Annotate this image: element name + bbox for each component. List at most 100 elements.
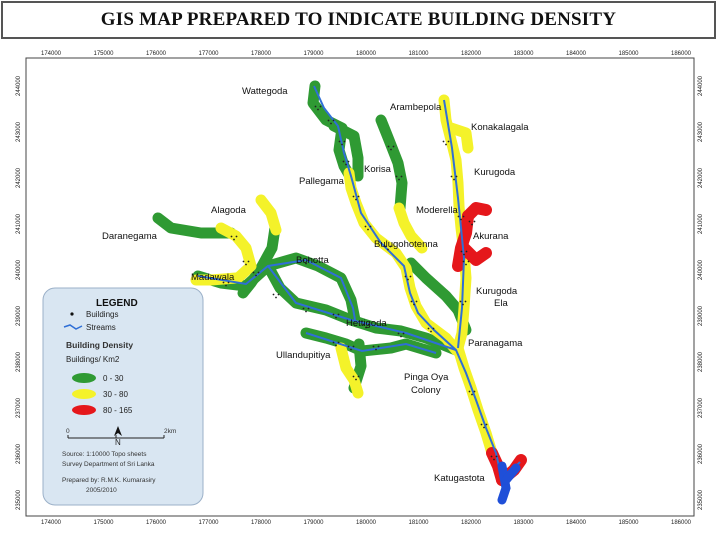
building-dot (235, 235, 238, 238)
corridor-wattegoda-east (328, 120, 364, 182)
right-tick-label: 238000 (698, 351, 704, 372)
building-dot (222, 281, 225, 284)
building-dot (442, 140, 445, 143)
label-pinga-oya: Pinga Oya (404, 372, 449, 383)
building-dot (390, 148, 392, 151)
building-dot (275, 296, 277, 299)
label-korisa: Korisa (364, 164, 392, 175)
bottom-tick-label: 177000 (198, 520, 219, 526)
bottom-tick-label: 186000 (671, 520, 692, 526)
scale-end: 2km (164, 428, 176, 435)
building-dot (450, 175, 453, 178)
building-points (222, 105, 498, 461)
building-dot (317, 108, 319, 111)
legend-buildings-label: Buildings (86, 310, 118, 319)
building-dot (365, 326, 367, 329)
corridor-bulugohotenna-east (405, 257, 464, 316)
building-dot (343, 140, 346, 143)
right-tick-label: 235000 (698, 489, 704, 510)
label-bulugohotenna: Bulugohotenna (374, 239, 439, 250)
corridor-alagoda (215, 222, 257, 284)
katugastota-water (497, 461, 521, 505)
map-frame: 174000 175000 176000 177000 178000 179000 1800… (6, 48, 714, 528)
building-dot (242, 260, 245, 263)
building-dot (400, 175, 403, 178)
bottom-tick-label: 176000 (146, 520, 167, 526)
building-dot (389, 245, 392, 248)
building-dot (398, 178, 400, 181)
label-madawala: Madawala (191, 272, 235, 283)
building-dot (384, 245, 387, 248)
north-arrow-icon (114, 426, 122, 436)
building-dot (367, 323, 370, 326)
building-dot (455, 175, 458, 178)
building-dot (402, 332, 405, 335)
building-dot (468, 390, 471, 393)
building-dot (327, 119, 330, 122)
label-moderella: Moderella (416, 205, 458, 216)
legend-streams-label: Streams (86, 323, 116, 332)
building-dot (460, 250, 463, 253)
top-tick-label: 185000 (618, 51, 639, 57)
building-dot (413, 303, 415, 306)
building-dot (462, 303, 464, 306)
building-dot (453, 178, 455, 181)
corridor-daranegama (152, 212, 237, 239)
building-dot (230, 235, 233, 238)
left-tick-label: 236000 (16, 443, 22, 464)
stream-symbol (63, 324, 83, 330)
building-dot (307, 307, 310, 310)
left-tick-label: 244000 (16, 75, 22, 96)
building-dot (485, 423, 488, 426)
corridor-arambepola-spur (445, 122, 474, 154)
building-dot (233, 238, 235, 241)
legend-class-low: 0 - 30 (103, 374, 124, 383)
top-tick-label: 186000 (671, 51, 692, 57)
building-dot (495, 455, 498, 458)
top-tick-label: 181000 (408, 51, 429, 57)
building-dot (257, 271, 260, 274)
building-dot (247, 260, 250, 263)
right-tick-label: 240000 (698, 259, 704, 280)
building-dot (305, 310, 307, 313)
building-dot (400, 335, 402, 338)
place-labels: Wattegoda Arambepola Konakalagala Palleg… (102, 86, 529, 484)
building-symbol (70, 312, 74, 316)
legend-title: LEGEND (96, 298, 138, 309)
building-dot (369, 225, 372, 228)
building-dot (462, 260, 465, 263)
bottom-tick-label: 183000 (513, 520, 534, 526)
right-tick-label: 239000 (698, 305, 704, 326)
top-tick-label: 177000 (198, 51, 219, 57)
left-tick-label: 242000 (16, 167, 22, 188)
building-dot (225, 284, 227, 287)
building-dot (341, 143, 343, 146)
building-dot (357, 195, 360, 198)
building-dot (471, 223, 473, 226)
building-dot (430, 330, 432, 333)
map-canvas[interactable]: 174000 175000 176000 177000 178000 179000 1800… (6, 48, 714, 528)
bottom-tick-label: 179000 (303, 520, 324, 526)
building-dot (332, 341, 335, 344)
building-dot (427, 327, 430, 330)
building-dot (407, 278, 409, 281)
top-axis-ticks: 174000 175000 176000 177000 178000 179000 1800… (41, 51, 692, 57)
building-dot (337, 313, 340, 316)
building-dot (307, 259, 310, 262)
building-dot (272, 293, 275, 296)
building-dot (338, 140, 341, 143)
building-dot (314, 105, 317, 108)
label-kurugoda: Kurugoda (474, 167, 516, 178)
label-hettigoda: Hettigoda (346, 318, 387, 329)
bottom-tick-label: 174000 (41, 520, 62, 526)
right-tick-label: 243000 (698, 121, 704, 142)
building-dot (335, 344, 337, 347)
legend-class-medium: 30 - 80 (103, 390, 128, 399)
building-dot (377, 345, 380, 348)
building-dot (480, 423, 483, 426)
building-dot (375, 348, 377, 351)
label-paranagama: Paranagama (468, 338, 523, 349)
corridor-alagoda-top (255, 194, 282, 236)
building-dot (397, 332, 400, 335)
top-tick-label: 175000 (93, 51, 114, 57)
